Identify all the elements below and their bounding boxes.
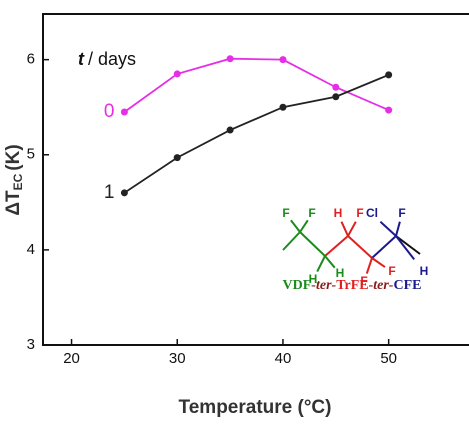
x-tick-label: 20 [63,350,80,367]
bond [347,221,357,237]
atom-label: Cl [366,206,378,220]
atom-label: H [420,264,429,278]
bond [340,221,349,237]
bond [299,219,309,233]
x-tick-label: 40 [275,350,292,367]
series-line [123,74,390,194]
y-axis-label: ΔTEC (K) [3,144,25,215]
data-point [120,189,128,197]
bond [324,255,336,269]
y-tick-label: 5 [27,146,35,163]
annotation: t / days [78,49,136,69]
y-tick-label: 6 [27,51,35,68]
bond [347,235,373,259]
atom-label: H [309,272,318,286]
bond [371,235,397,259]
data-point [120,108,128,116]
series-label: 0 [104,101,115,122]
bond [371,257,386,268]
data-point [226,55,234,63]
y-tick-label: 4 [27,241,35,258]
data-point [332,93,340,101]
bond [290,219,301,233]
y-label-unit: (K) [3,144,24,170]
annotation-rest: / days [88,49,136,69]
formula-part: TrFE [336,278,368,293]
atom-label: H [334,206,343,220]
formula-part: -ter- [369,278,394,293]
axis-frame [42,13,469,346]
formula-part: CFE [393,278,421,293]
atom-label: F [360,274,367,288]
x-tick-label: 50 [380,350,397,367]
atom-label: H [336,266,345,280]
data-point [385,106,393,114]
series-line [123,57,390,113]
data-point [173,154,181,162]
atom-label: F [388,264,395,278]
data-point [173,70,181,78]
data-point [279,103,287,111]
data-point [385,71,393,79]
bond [299,231,326,257]
x-tick-label: 30 [169,350,186,367]
y-label-main: ΔT [3,190,24,216]
formula-part: VDF [283,278,312,293]
formula-part: -ter- [311,278,336,293]
y-label-sub: EC [11,173,25,190]
bond [282,231,301,251]
bond [379,220,397,237]
data-point [279,56,287,64]
formula: VDF-ter-TrFE-ter-CFE [283,278,422,293]
annotation-italic: t [78,49,85,69]
bond [395,235,415,261]
bond [395,235,421,255]
bond [324,235,349,257]
atom-label: F [356,206,363,220]
bond [316,255,326,273]
x-axis-label: Temperature (°C) [179,397,332,418]
y-tick-label: 3 [27,336,35,353]
atom-label: F [308,206,315,220]
series-label: 1 [104,182,115,203]
atom-label: F [282,206,289,220]
data-point [332,83,340,91]
atom-label: F [398,206,405,220]
bond [395,221,401,237]
bond [365,257,373,274]
data-point [226,126,234,134]
